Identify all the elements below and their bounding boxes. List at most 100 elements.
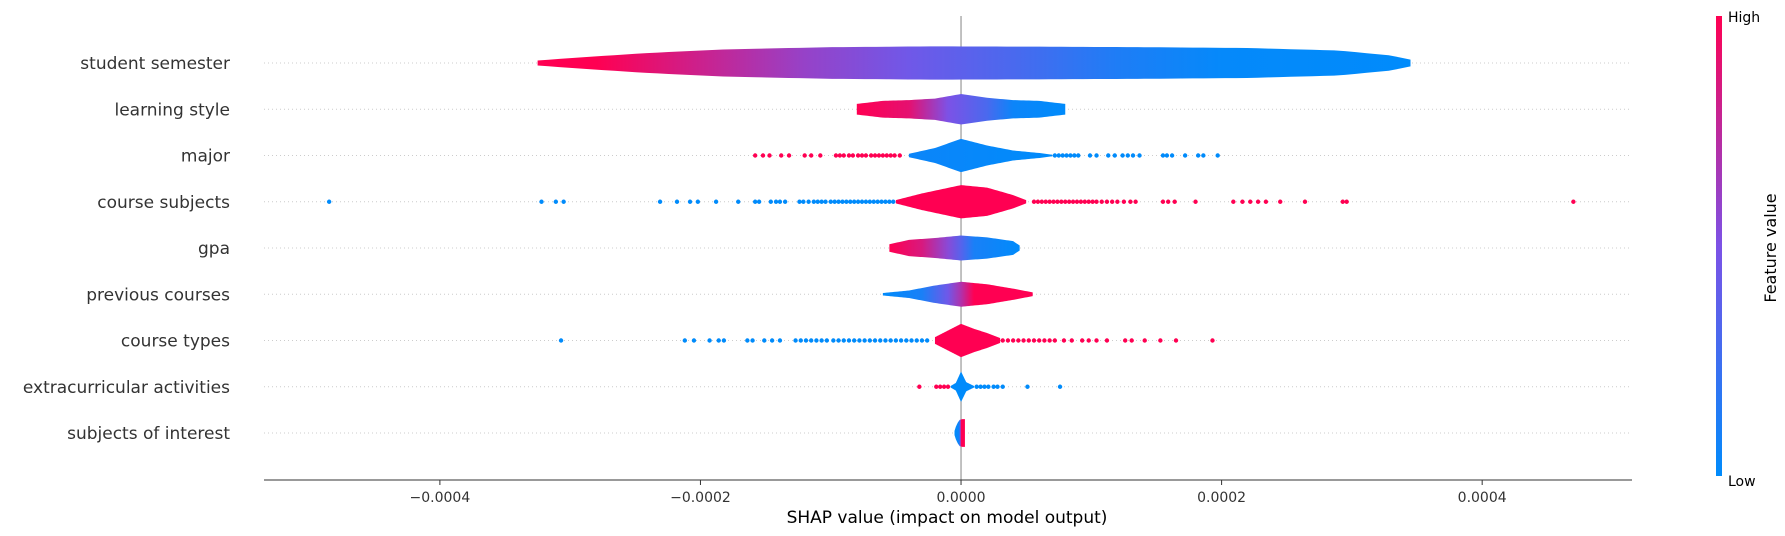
shap-point [1000,338,1005,343]
shap-point [1069,338,1074,343]
shap-point [1063,199,1068,204]
shap-point [884,153,889,158]
shap-point [1302,199,1308,204]
shap-point [1078,199,1084,204]
colorbar-title: Feature value [1761,193,1780,302]
feature-label: subjects of interest [67,424,230,444]
shap-point [1037,338,1042,343]
shap-point [657,199,663,204]
shap-point [875,199,880,204]
feature-label: gpa [198,239,230,259]
shap-point [797,199,802,204]
scatter-points [326,153,1576,389]
shap-point [762,338,767,343]
shap-point [553,199,559,204]
shap-point [1094,338,1099,343]
x-tick-label: 0.0002 [1197,490,1246,506]
shap-point [1128,199,1133,204]
shap-point [1047,199,1052,204]
shap-point [937,384,943,389]
shap-point [887,199,892,204]
feature-label: course subjects [97,193,230,213]
shap-point [1142,338,1147,343]
shap-point [978,384,983,389]
shap-point [914,338,919,343]
shap-point [1160,153,1166,158]
shap-point [1094,199,1099,204]
shap-point [819,199,824,204]
shap-point [1240,199,1245,204]
violin-course-types [934,323,1001,358]
shap-point [760,153,766,158]
shap-point [995,384,1000,389]
shap-point [1076,153,1081,158]
x-tick-label: 0.0000 [937,490,986,506]
shap-point [1099,199,1104,204]
shap-point [798,338,803,343]
shap-point [1263,199,1269,204]
shap-point [801,199,806,204]
shap-point [867,338,873,343]
shap-point [1090,199,1095,204]
shap-point [863,199,869,204]
shap-point [1122,338,1128,343]
shap-point [1169,153,1175,158]
shap-point [1137,153,1142,158]
shap-point [1112,153,1117,158]
shap-point [836,338,841,343]
shap-point [806,199,811,204]
shap-point [898,338,904,343]
shap-point [876,153,882,158]
shap-point [888,153,893,158]
shap-point [1120,153,1125,158]
shap-point [934,384,939,389]
shap-point [862,338,867,343]
shap-point [848,199,853,204]
shap-point [841,153,846,158]
shap-point [1035,199,1041,204]
shap-point [767,153,772,158]
shap-point [832,199,837,204]
shap-point [1215,153,1220,158]
shap-point [872,153,878,158]
shap-point [1021,338,1026,343]
shap-point [1248,199,1253,204]
violin-subjects-of-interest [954,419,965,447]
shap-point [745,338,750,343]
shap-point [777,338,783,343]
shap-point [850,153,856,158]
shap-point [1104,338,1110,343]
shap-point [1061,338,1067,343]
shap-point [1051,199,1056,204]
shap-point [777,199,783,204]
shap-point [561,199,566,204]
shap-point [1043,199,1048,204]
shap-point [1055,199,1060,204]
shap-point [991,384,996,389]
shap-point [1210,338,1215,343]
shap-point [840,199,845,204]
shap-point [919,338,925,343]
shap-point [1057,384,1063,389]
shap-point [986,384,991,389]
shap-point [811,199,817,204]
shap-point [871,199,876,204]
shap-point [1079,338,1085,343]
shap-point [819,338,824,343]
shap-point [851,338,857,343]
shap-point [1052,338,1058,343]
shap-point [721,338,727,343]
shap-point [1231,199,1236,204]
shap-point [1066,199,1072,204]
shap-point [326,199,332,204]
shap-point [687,199,693,204]
shap-point [1056,153,1061,158]
colorbar-low-label: Low [1728,474,1756,490]
violin-shapes [537,46,1411,447]
shap-point [756,199,762,204]
shap-point [1158,338,1163,343]
shap-point [846,153,852,158]
shap-point [1059,199,1064,204]
shap-point [841,338,846,343]
shap-point [1195,153,1201,158]
